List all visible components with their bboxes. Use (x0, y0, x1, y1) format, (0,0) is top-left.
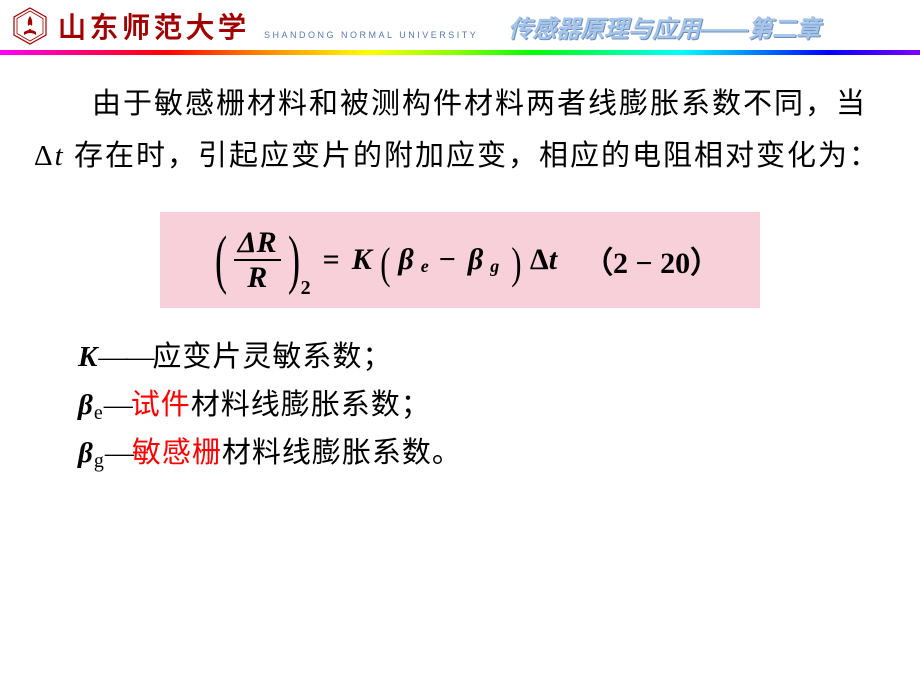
equals-sign: = (323, 243, 340, 277)
para-text-2: 存在时，引起应变片的附加应变，相应的电阻相对变化为： (65, 140, 880, 172)
def-beta-g: βg—敏感栅材料线膨胀系数。 (78, 430, 886, 478)
university-name-en: SHANDONG NORMAL UNIVERSITY (264, 30, 478, 40)
sym-beta-e: β (78, 389, 94, 421)
lparen-big: ( (215, 234, 227, 287)
dash-3: — (105, 437, 132, 469)
intro-paragraph: 由于敏感栅材料和被测构件材料两者线膨胀系数不同，当 Δt 存在时，引起应变片的附加… (34, 79, 886, 182)
ssub-e: e (94, 402, 104, 424)
var-t2: t (549, 243, 557, 276)
def-be-text: 材料线膨胀系数； (191, 389, 431, 421)
para-text-1: 由于敏感栅材料和被测构件材料两者线膨胀系数不同，当 (92, 88, 867, 120)
sym-K: K (78, 341, 98, 373)
dash-1: —— (98, 341, 152, 373)
formula: ( ΔR R ) 2 = K ( βe − βg ) Δt （2 − 20） (210, 226, 720, 294)
R-num: R (257, 226, 277, 259)
university-logo (10, 6, 50, 46)
sym-beta-g: β (78, 437, 94, 469)
beta-g: β (468, 243, 483, 277)
def-K-text: 应变片灵敏系数； (152, 341, 392, 373)
coef-K: K (352, 243, 372, 277)
ssub-g: g (94, 450, 105, 472)
delta-t: Δ (530, 243, 549, 276)
sub-e: e (421, 256, 429, 277)
delta-R: Δ (238, 226, 257, 259)
university-name-cn: 山东师范大学 (58, 6, 250, 46)
red-shijian: 试件 (131, 389, 191, 421)
slide-content: 由于敏感栅材料和被测构件材料两者线膨胀系数不同，当 Δt 存在时，引起应变片的附加… (0, 55, 920, 478)
rparen-med: ) (511, 251, 521, 277)
var-t: t (55, 140, 65, 172)
def-bg-text: 材料线膨胀系数。 (222, 437, 462, 469)
rparen-big: ) (288, 234, 300, 287)
fraction-dr-r: ΔR R (234, 226, 281, 294)
definitions: K——应变片灵敏系数； βe—试件材料线膨胀系数； βg—敏感栅材料线膨胀系数。 (78, 334, 886, 478)
lparen-med: ( (380, 251, 390, 277)
lhs-group: ( ΔR R ) 2 (210, 226, 311, 294)
delta-symbol: Δ (34, 140, 55, 172)
subscript-2: 2 (301, 277, 311, 300)
minus-sign: − (439, 243, 456, 277)
def-K: K——应变片灵敏系数； (78, 334, 886, 382)
formula-box: ( ΔR R ) 2 = K ( βe − βg ) Δt （2 − 20） (160, 212, 760, 308)
dash-2: — (104, 389, 131, 421)
page-header: 山东师范大学 SHANDONG NORMAL UNIVERSITY 传感器原理与… (0, 0, 920, 48)
R-den: R (243, 261, 271, 294)
beta-e: β (398, 243, 413, 277)
slide-title: 传感器原理与应用——第二章 (478, 9, 910, 44)
red-minganshan: 敏感栅 (132, 437, 222, 469)
def-beta-e: βe—试件材料线膨胀系数； (78, 382, 886, 430)
equation-number: （2 − 20） (583, 238, 720, 282)
sub-g: g (490, 256, 499, 277)
